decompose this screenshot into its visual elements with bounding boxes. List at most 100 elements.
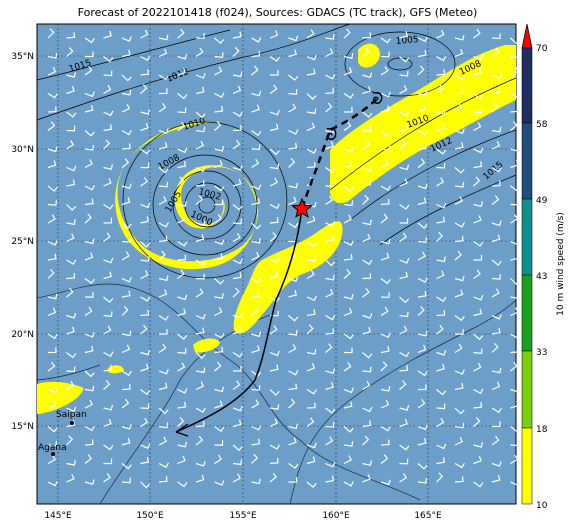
wind-barb: [473, 348, 483, 355]
wind-barb: [177, 348, 187, 354]
wind-barb: [195, 33, 205, 39]
wind-barb: [121, 477, 132, 484]
wind-barb: [436, 417, 445, 428]
wind-barb: [473, 161, 483, 169]
wind-barb: [380, 439, 390, 446]
wind-barb: [269, 203, 280, 210]
wind-barb: [288, 49, 297, 58]
wind-barb: [491, 435, 500, 446]
wind-barb: [362, 259, 373, 266]
wind-barb: [380, 130, 391, 137]
wind-barb: [47, 293, 58, 300]
wind-barb: [195, 73, 206, 79]
wind-barb: [47, 240, 58, 246]
wind-barb: [140, 29, 149, 39]
coastlines: [36, 283, 517, 505]
wind-barb: [306, 122, 316, 132]
colorbar-segment: [521, 122, 533, 200]
wind-barb: [380, 185, 391, 191]
wind-barb: [362, 233, 371, 243]
wind-barb: [214, 214, 222, 224]
wind-barb: [436, 84, 444, 94]
wind-barb: [140, 162, 150, 169]
wind-barb: [306, 161, 316, 169]
wind-barb: [436, 310, 446, 317]
wind-barb: [103, 139, 111, 150]
wind-barb: [158, 422, 169, 429]
wind-barb: [84, 454, 93, 464]
wind-barb: [454, 422, 465, 429]
wind-barb: [325, 407, 336, 414]
wind-barb: [362, 166, 373, 172]
wind-barb: [140, 324, 148, 335]
wind-barb: [269, 232, 277, 242]
lon-tick-label: 160°E: [322, 511, 350, 521]
wind-barb: [103, 217, 113, 224]
s-wind-band: [233, 221, 343, 334]
isobars: [36, 23, 517, 279]
wind-barb: [251, 237, 261, 244]
wind-barb: [177, 269, 185, 279]
colorbar-tick-label: 43: [536, 272, 547, 282]
wind-barb: [436, 443, 447, 450]
wind-barb: [436, 270, 445, 280]
wind-barb: [232, 31, 242, 39]
wind-barb: [399, 365, 409, 372]
wind-barb: [362, 86, 371, 95]
wind-barb: [473, 269, 481, 279]
wind-barb: [269, 404, 280, 410]
wind-barb: [380, 252, 390, 261]
wind-barb: [84, 439, 94, 446]
wind-barb: [158, 315, 169, 321]
wind-barb: [436, 256, 446, 263]
wind-barb: [417, 384, 427, 391]
wind-barb: [510, 253, 520, 261]
wind-barb: [140, 296, 151, 302]
wind-barb: [510, 121, 518, 131]
wind-barb: [306, 54, 317, 61]
wind-barb: [436, 148, 447, 155]
wind-barb: [269, 389, 280, 396]
wind-barb: [380, 425, 391, 432]
wind-barb: [436, 363, 445, 372]
wind-barb: [269, 123, 279, 132]
colorbar-segment: [521, 427, 533, 505]
wind-barb: [399, 164, 410, 171]
wind-barb: [195, 86, 205, 95]
wind-barb: [417, 463, 428, 470]
wind-barb: [491, 421, 501, 428]
wind-barb: [325, 34, 335, 40]
wind-barb: [140, 84, 148, 94]
wind-barb: [214, 480, 225, 486]
wind-barb: [343, 67, 353, 76]
wind-barb: [380, 51, 390, 58]
wind-barb: [103, 178, 112, 187]
wind-barb: [288, 369, 299, 376]
lon-tick-label: 145°E: [44, 511, 72, 521]
wind-barb: [399, 232, 407, 242]
wind-barb: [214, 105, 224, 113]
wind-barb: [362, 420, 372, 428]
wind-barb: [510, 278, 521, 285]
wind-barb: [214, 454, 223, 465]
wind-barb: [195, 474, 205, 483]
wind-barb: [103, 351, 114, 357]
wind-barb: [343, 53, 354, 59]
wind-barb: [103, 473, 111, 483]
wind-barb: [158, 167, 169, 174]
wind-barb: [362, 366, 372, 373]
wind-barb: [473, 254, 483, 261]
wind-barb: [454, 462, 465, 469]
wind-barb: [66, 140, 75, 150]
wind-barb: [140, 456, 150, 465]
wind-barb: [251, 65, 259, 76]
wind-barb: [436, 389, 447, 396]
wind-barb: [473, 201, 484, 208]
wind-barb: [288, 222, 299, 229]
wind-barb: [103, 232, 111, 242]
colorbar-title: 10 m wind speed (m/s): [556, 212, 566, 316]
wind-barb: [214, 52, 224, 58]
wind-barb: [66, 473, 75, 483]
wind-barb: [417, 183, 428, 190]
wind-barb: [380, 213, 389, 224]
